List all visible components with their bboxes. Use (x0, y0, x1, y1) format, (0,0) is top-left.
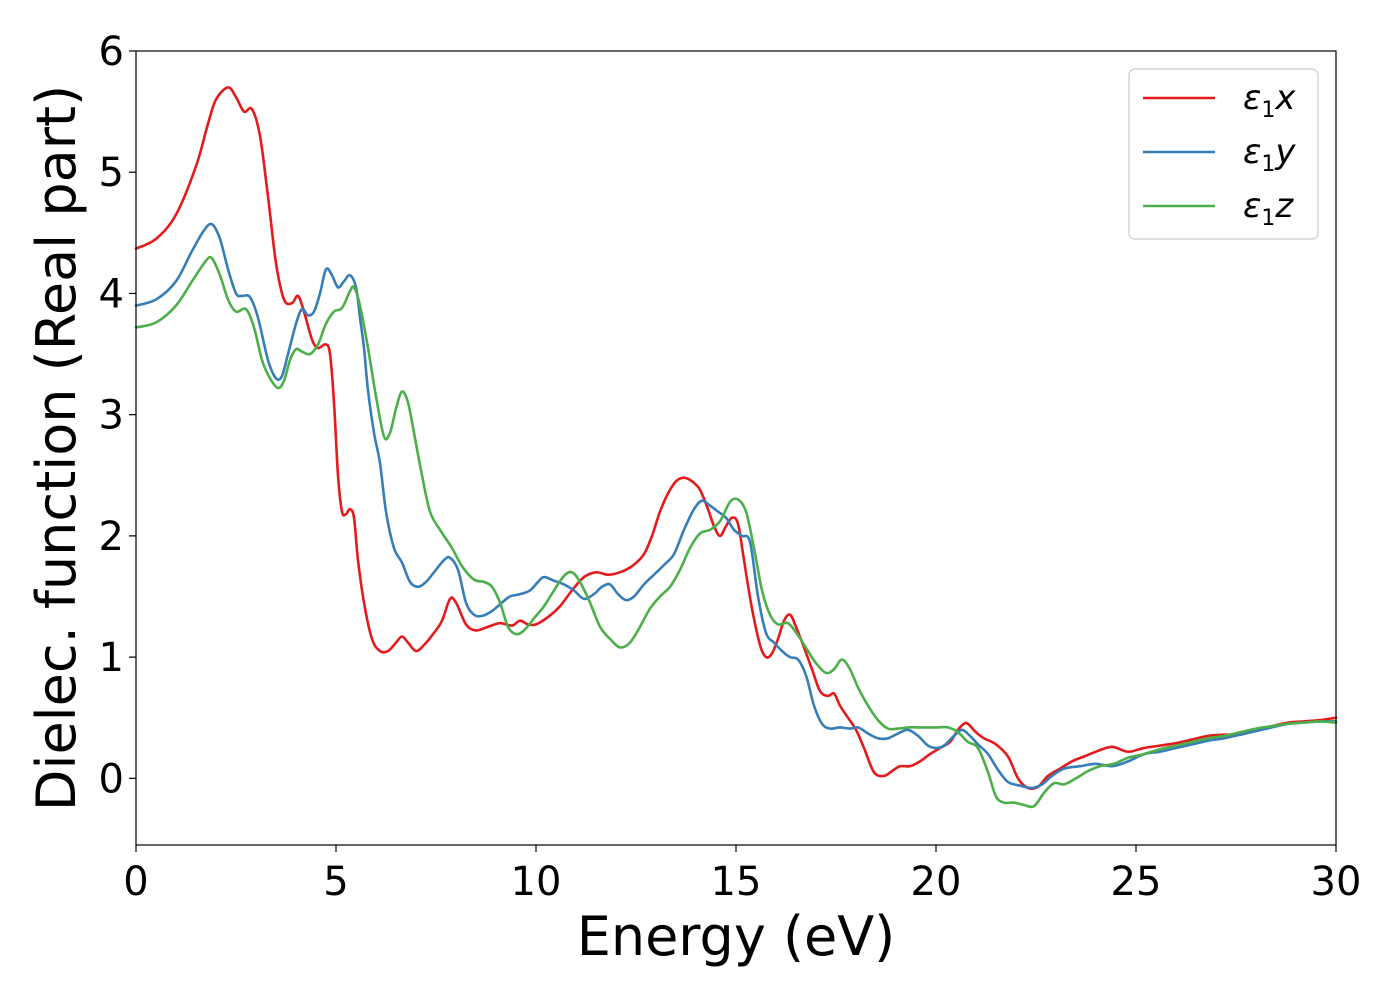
y-axis: 0 1 2 3 4 5 6 (99, 29, 136, 802)
y-tick-label: 4 (99, 271, 124, 317)
legend-label-base: ε (1243, 132, 1261, 172)
x-tick-label: 5 (323, 859, 348, 905)
series-layer (134, 86, 1338, 809)
legend-label-base: ε (1243, 186, 1261, 226)
y-tick-label: 2 (99, 514, 124, 560)
series-line-z (134, 255, 1338, 809)
legend-label: ε1z (1243, 186, 1294, 231)
legend-frame (1128, 68, 1319, 240)
x-tick-label: 0 (123, 859, 148, 905)
legend-label-axis: z (1274, 186, 1294, 226)
y-tick-label: 3 (99, 393, 124, 439)
x-tick-label: 20 (911, 859, 962, 905)
y-tick-label: 1 (99, 635, 124, 681)
legend-label: ε1y (1243, 132, 1296, 177)
y-axis-title: Dielec. function (Real part) (25, 85, 88, 811)
legend-label-subscript: 1 (1261, 206, 1275, 231)
series-line-y (134, 222, 1338, 790)
legend-label-subscript: 1 (1261, 98, 1275, 123)
x-tick-label: 15 (711, 859, 762, 905)
x-axis-title: Energy (eV) (577, 905, 896, 968)
y-tick-label: 5 (99, 150, 124, 196)
y-tick-label: 6 (99, 29, 124, 75)
legend-label-subscript: 1 (1261, 152, 1275, 177)
x-tick-label: 25 (1111, 859, 1162, 905)
legend-label-axis: y (1274, 132, 1296, 172)
x-tick-label: 10 (511, 859, 562, 905)
legend-label: ε1x (1243, 78, 1296, 123)
y-tick-label: 0 (99, 756, 124, 802)
legend-label-base: ε (1243, 78, 1261, 118)
x-axis: 0 5 10 15 20 25 30 (123, 845, 1361, 905)
legend-label-axis: x (1274, 78, 1296, 118)
x-tick-label: 30 (1311, 859, 1362, 905)
